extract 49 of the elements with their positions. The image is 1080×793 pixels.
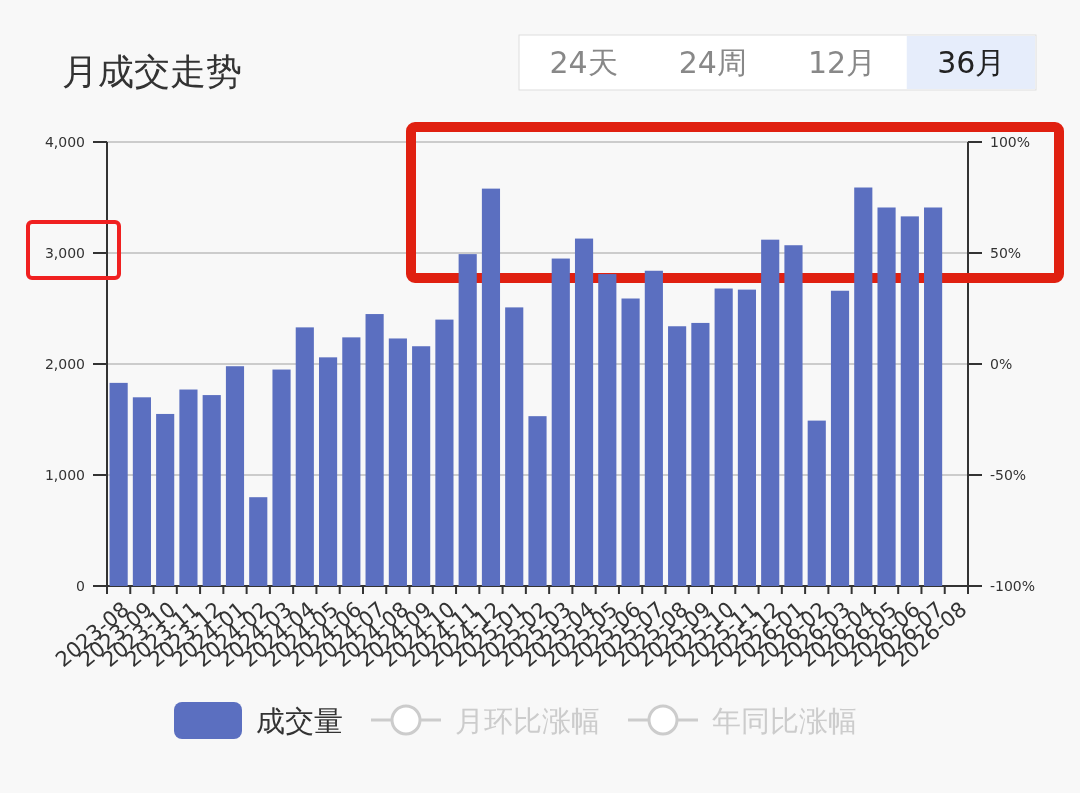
bar xyxy=(714,288,733,586)
bar xyxy=(295,327,314,586)
bar xyxy=(621,298,640,586)
bar xyxy=(691,322,710,586)
bar xyxy=(737,289,757,586)
bar xyxy=(412,346,431,586)
y2-tick-label: 50% xyxy=(990,245,1022,261)
bar xyxy=(505,307,524,586)
bar xyxy=(342,337,361,586)
bar xyxy=(225,366,245,586)
bar xyxy=(574,238,594,586)
bar xyxy=(784,245,803,586)
y2-tick-label: -100% xyxy=(990,578,1036,594)
legend-label: 成交量 xyxy=(256,704,343,738)
bar xyxy=(156,413,175,586)
bar xyxy=(551,258,570,586)
y-tick-label: 2,000 xyxy=(44,356,85,372)
bar xyxy=(924,207,943,586)
bar xyxy=(877,207,896,586)
bar xyxy=(807,420,826,586)
bar xyxy=(132,397,151,586)
bar xyxy=(668,326,687,586)
y-tick-label: 1,000 xyxy=(44,467,85,483)
bar xyxy=(854,187,873,586)
chart-title: 月成交走势 xyxy=(62,51,242,92)
y-tick-label: 4,000 xyxy=(44,134,85,150)
bar xyxy=(458,254,477,586)
bar xyxy=(481,188,501,586)
bar xyxy=(109,382,128,586)
bar xyxy=(528,416,547,586)
bar xyxy=(272,369,291,586)
y-tick-label: 3,000 xyxy=(44,245,85,261)
y2-tick-label: -50% xyxy=(990,467,1027,483)
bar xyxy=(598,274,617,586)
y2-tick-label: 100% xyxy=(990,134,1031,150)
period-buttons: 24天 24周 12月 36月 xyxy=(518,34,1037,91)
bar xyxy=(249,497,268,586)
bar xyxy=(179,389,198,586)
bar xyxy=(900,216,919,586)
bar xyxy=(365,314,384,586)
y-tick-label: 0 xyxy=(76,578,85,594)
bar xyxy=(388,338,407,586)
y2-tick-label: 0% xyxy=(990,356,1013,372)
bar xyxy=(435,319,454,586)
bar xyxy=(644,270,663,586)
bar xyxy=(830,290,850,586)
bar xyxy=(761,239,780,586)
bar xyxy=(318,357,338,586)
bar xyxy=(202,395,221,586)
